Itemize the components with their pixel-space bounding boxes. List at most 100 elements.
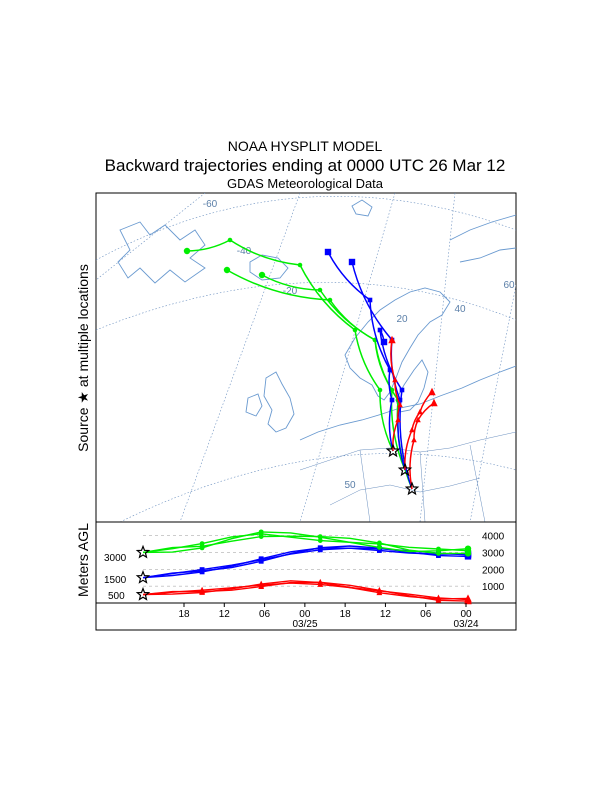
profile-point-circle <box>317 534 323 540</box>
right-axis-tick-label: 4000 <box>482 532 505 543</box>
chart-subtitle: Backward trajectories ending at 0000 UTC… <box>105 156 506 175</box>
profile-point-square <box>258 558 264 564</box>
baltic-coast <box>395 359 429 413</box>
map-point-triangle <box>417 408 423 415</box>
map-point-square <box>389 397 395 403</box>
start-height-3000: 3000 <box>104 553 127 564</box>
map-point-triangle <box>409 426 415 433</box>
map-frame <box>95 192 517 523</box>
profile-point-triangle <box>435 596 442 603</box>
profile-point-triangle <box>376 586 383 593</box>
grid-label-lon-m40: -40 <box>237 246 252 257</box>
map-point-triangle <box>411 436 417 443</box>
map-source-star <box>397 462 413 477</box>
profile-line-circle <box>142 533 469 554</box>
grid-label-lat-50: 50 <box>344 480 356 491</box>
continent-coast <box>299 365 516 441</box>
map-source-star <box>404 481 420 496</box>
x-tick-label: 06 <box>259 609 271 620</box>
grid-label-lon-20: 20 <box>396 314 408 325</box>
right-axis-tick-label: 3000 <box>482 548 505 559</box>
map-point-square <box>377 327 383 333</box>
profile-line-circle <box>142 531 469 554</box>
map-point-circle <box>377 387 383 393</box>
map-point-triangle <box>430 398 438 407</box>
profile-source-star <box>135 586 151 601</box>
x-date-0325: 03/25 <box>292 619 317 630</box>
profile-line-circle <box>142 535 468 555</box>
chart-data-source: GDAS Meteorological Data <box>227 176 384 191</box>
profile-point-square <box>199 568 205 574</box>
profile-point-circle <box>436 550 441 556</box>
profile-end-circle <box>464 550 472 557</box>
coastlines <box>117 199 516 441</box>
map-point-square <box>399 387 405 393</box>
grid-label-lon-m60: -60 <box>203 199 218 210</box>
map-point-circle <box>223 266 231 274</box>
map-point-triangle <box>388 335 396 344</box>
profile-point-circle <box>376 540 382 546</box>
x-tick-label: 18 <box>340 609 352 620</box>
start-height-1500: 1500 <box>104 575 127 586</box>
grid-label-lon-60: 60 <box>503 280 515 291</box>
svalbard-coast <box>351 199 373 217</box>
map-grid <box>96 193 516 522</box>
time-axis-frame <box>95 602 517 631</box>
map-panel: -60 -40 -20 20 40 60 50 <box>95 192 517 523</box>
greenland-coast <box>117 221 206 284</box>
profile-frame <box>95 521 517 604</box>
profile-line-triangle <box>142 582 469 601</box>
britain-coast <box>263 371 295 433</box>
iceland-coast <box>249 254 289 281</box>
chart-title: NOAA HYSPLIT MODEL <box>228 138 383 154</box>
profile-end-triangle <box>464 596 472 605</box>
profile-point-circle <box>258 534 264 539</box>
start-height-500: 500 <box>108 591 125 602</box>
northern-russia-coast <box>449 214 516 241</box>
profile-point-triangle <box>317 578 324 585</box>
map-ylabel: Source ★ at multiple locations <box>75 264 91 452</box>
x-date-0324: 03/24 <box>453 619 478 630</box>
profile-point-triangle <box>258 583 265 590</box>
right-axis-tick-label: 1000 <box>482 582 505 593</box>
map-point-circle <box>258 271 266 279</box>
profile-point-circle <box>376 545 382 550</box>
profile-ylabel: Meters AGL <box>75 523 91 597</box>
x-axis-ticks: 18 12 06 00 18 12 06 00 <box>178 603 472 620</box>
profile-point-circle <box>436 546 441 552</box>
map-point-triangle <box>397 401 403 408</box>
right-axis-tick-label: 2000 <box>482 565 505 576</box>
norway-coast <box>344 287 451 401</box>
grid-label-lon-40: 40 <box>454 304 466 315</box>
x-tick-label: 00 <box>299 609 311 620</box>
map-point-square <box>324 248 332 256</box>
map-point-square <box>397 397 403 403</box>
x-tick-label: 00 <box>460 609 472 620</box>
map-point-square <box>348 258 356 266</box>
map-point-square <box>387 367 393 373</box>
borders <box>299 431 516 522</box>
profile-point-triangle <box>199 588 205 595</box>
map-trajectory-triangle <box>404 391 433 471</box>
map-point-circle <box>183 247 191 255</box>
map-point-circle <box>327 297 333 303</box>
map-point-triangle <box>395 416 401 423</box>
profile-line-square <box>142 545 469 579</box>
map-trajectory-triangle <box>409 402 435 490</box>
profile-point-circle <box>199 543 205 549</box>
map-point-square <box>367 297 373 303</box>
map-point-circle <box>317 287 323 293</box>
x-tick-label: 06 <box>420 609 432 620</box>
map-point-triangle <box>428 387 436 396</box>
map-trajectory-square <box>379 329 413 490</box>
map-source-star <box>385 443 401 458</box>
profile-point-square <box>317 545 323 551</box>
map-point-circle <box>352 327 358 333</box>
profile-point-circle <box>317 538 323 543</box>
map-point-circle <box>227 237 233 243</box>
x-tick-label: 12 <box>219 609 231 620</box>
profile-source-star <box>135 570 151 584</box>
grid-label-lon-m20: -20 <box>283 286 298 297</box>
